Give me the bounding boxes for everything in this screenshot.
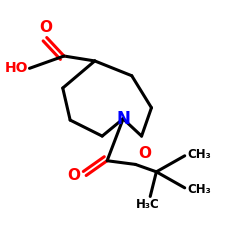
- Text: H₃C: H₃C: [136, 198, 160, 211]
- Text: HO: HO: [5, 61, 28, 75]
- Text: O: O: [67, 168, 80, 183]
- Text: CH₃: CH₃: [187, 148, 211, 161]
- Text: CH₃: CH₃: [187, 182, 211, 196]
- Text: N: N: [116, 110, 130, 128]
- Text: O: O: [39, 20, 52, 34]
- Text: O: O: [138, 146, 151, 161]
